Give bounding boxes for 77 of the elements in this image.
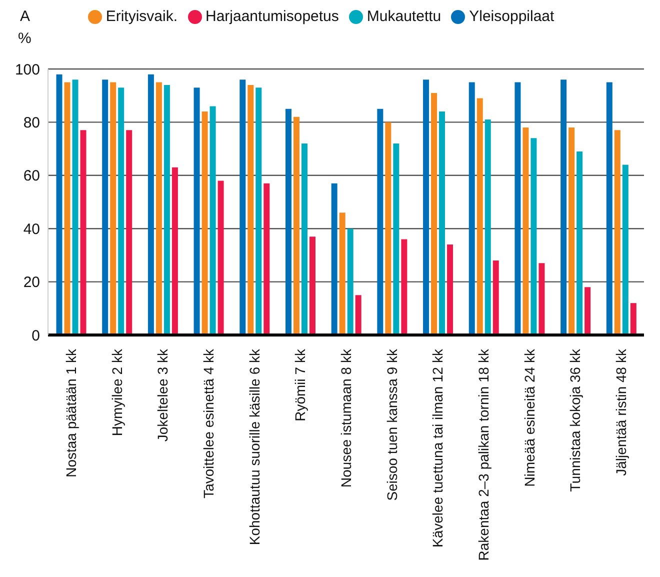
bar	[156, 82, 162, 335]
bar	[164, 84, 170, 335]
bar	[431, 92, 438, 335]
bar	[560, 80, 567, 335]
bar	[347, 228, 354, 335]
bar	[248, 84, 254, 335]
bar	[423, 80, 430, 335]
x-tick-label: Tunnistaa kokoja 36 kk	[567, 348, 584, 492]
bar	[530, 138, 537, 335]
bar	[309, 236, 316, 335]
bar	[576, 151, 583, 335]
legend-label: Yleisoppilaat	[469, 8, 554, 25]
bar	[385, 122, 392, 335]
bar	[218, 180, 224, 335]
bar	[264, 183, 270, 335]
bar	[484, 120, 491, 335]
y-axis-title: %	[18, 30, 32, 47]
bar	[301, 143, 308, 335]
y-tick-label: 60	[23, 168, 40, 185]
bar	[377, 108, 384, 335]
bar	[538, 263, 545, 335]
bar	[118, 88, 124, 335]
x-tick-label: Nostaa päätään 1 kk	[62, 348, 79, 478]
bar	[80, 130, 86, 335]
bar	[476, 98, 483, 335]
bar	[56, 74, 62, 335]
x-tick-label: Nimeää esineitä 24 kk	[521, 348, 538, 487]
x-tick-label: Ryömii 7 kk	[292, 348, 308, 422]
bar	[393, 143, 400, 335]
bar	[172, 167, 178, 335]
bar	[401, 239, 408, 335]
bar	[256, 88, 262, 335]
bar	[240, 80, 246, 335]
bar	[355, 295, 362, 335]
y-tick-label: 0	[32, 327, 40, 344]
legend-label: Erityisvaik.	[106, 8, 178, 25]
x-tick-label: Jokeltelee 3 kk	[154, 348, 171, 442]
bar	[630, 303, 636, 335]
bar	[584, 287, 591, 335]
bar	[522, 128, 529, 335]
x-tick-label: Kohottautuu suorille käsille 6 kk	[246, 348, 262, 546]
legend-label: Harjaantumisopetus	[206, 8, 339, 25]
chart-title: A	[20, 8, 30, 25]
bar	[210, 106, 216, 335]
x-tick-label: Nousee istumaan 8 kk	[338, 348, 354, 488]
bar	[110, 82, 116, 335]
bar	[285, 108, 292, 335]
bar	[514, 82, 521, 335]
y-tick-label: 40	[23, 220, 40, 238]
bar	[468, 82, 475, 335]
bar	[331, 183, 338, 335]
bar	[64, 82, 70, 335]
bar	[194, 88, 200, 335]
bar	[492, 260, 499, 335]
bar	[102, 80, 108, 335]
x-tick-label: Seisoo tuen kanssa 9 kk	[384, 348, 400, 501]
y-tick-label: 80	[23, 114, 40, 132]
bar	[447, 244, 454, 335]
bar	[148, 74, 154, 335]
legend-label: Mukautettu	[366, 8, 442, 25]
bar	[293, 116, 300, 335]
x-tick-label: Jäljentää ristin 48 kk	[613, 348, 630, 476]
y-tick-label: 20	[23, 274, 40, 292]
bar	[202, 112, 208, 335]
bar	[72, 80, 78, 335]
x-tick-label: Rakentaa 2–3 palikan tornin 18 kk	[476, 348, 492, 561]
bar	[606, 82, 612, 335]
x-tick-label: Hymyilee 2 kk	[108, 348, 125, 436]
bar	[126, 130, 132, 335]
bar	[568, 128, 575, 335]
y-tick-label: 100	[14, 61, 40, 78]
bar	[339, 212, 346, 335]
x-tick-label: Tavoittelee esinettä 4 kk	[200, 348, 216, 498]
bar	[614, 130, 620, 335]
x-tick-label: Kävelee tuettuna tai ilman 12 kk	[430, 348, 446, 548]
bar	[622, 164, 628, 335]
bar	[439, 112, 446, 335]
